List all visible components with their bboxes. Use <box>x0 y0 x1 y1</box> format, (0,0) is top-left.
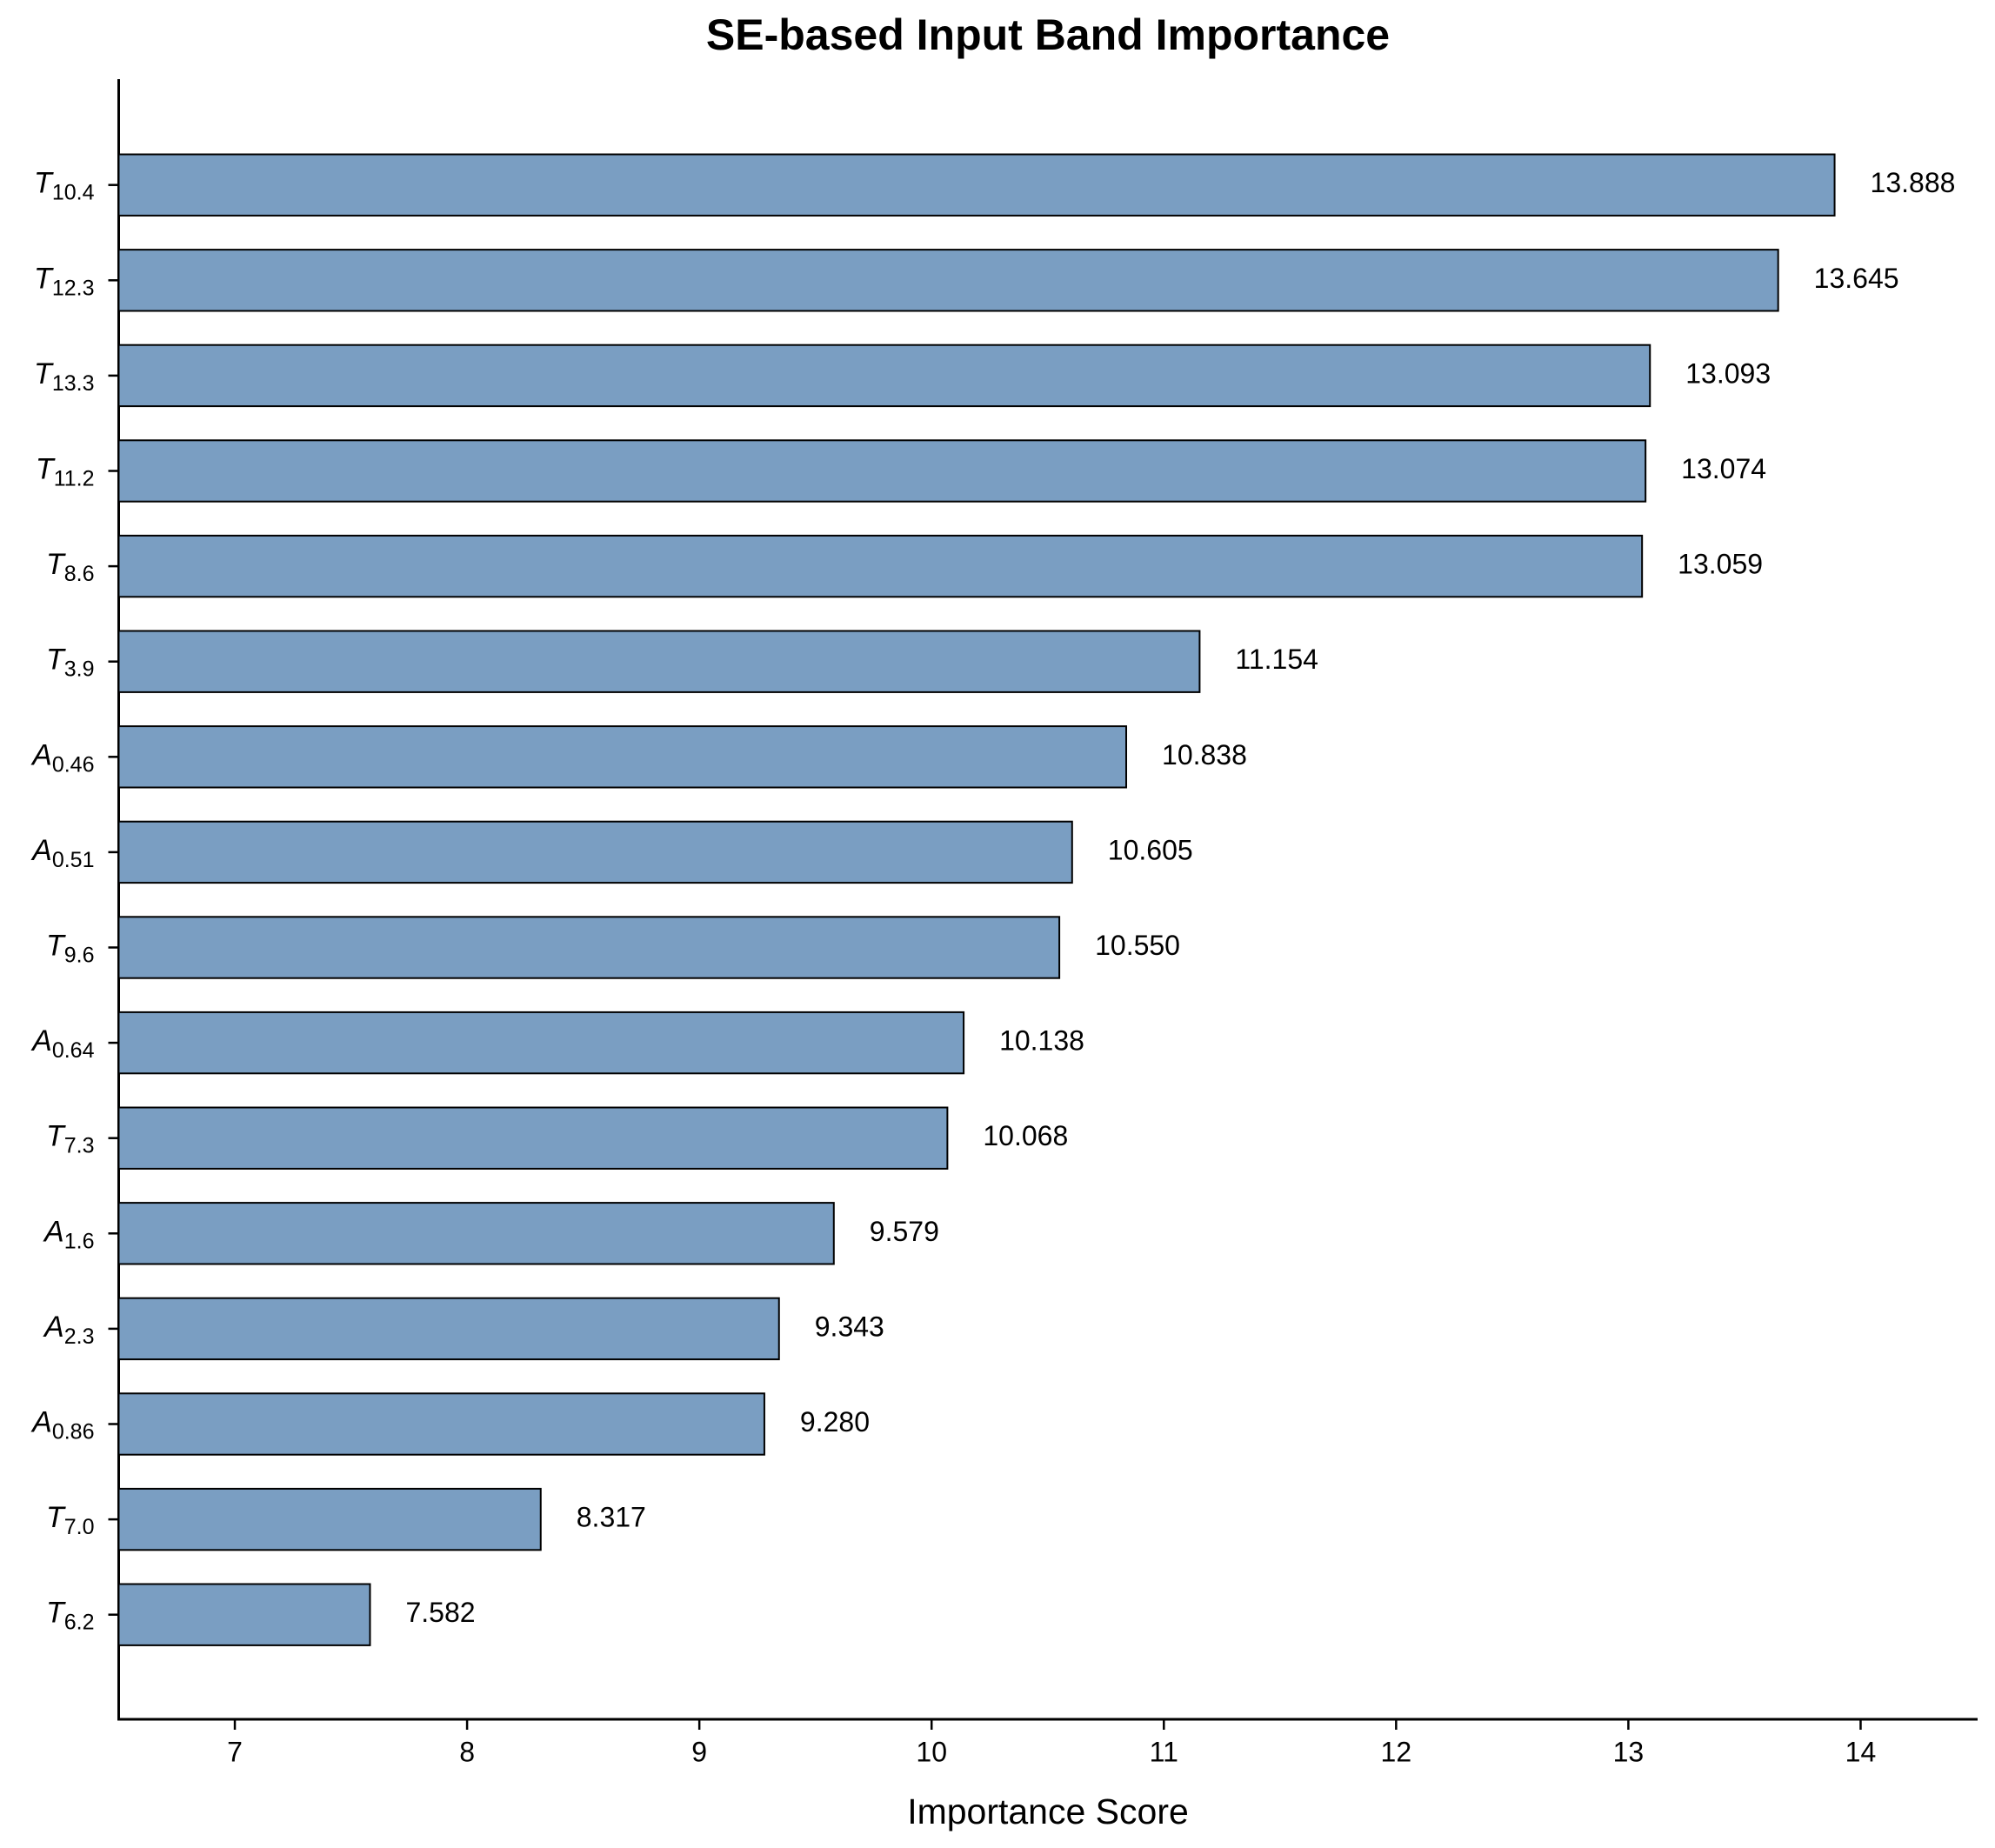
x-axis-label: Importance Score <box>907 1791 1189 1831</box>
y-tick-label: T7.3 <box>46 1120 95 1158</box>
bar <box>117 725 1128 789</box>
value-label: 9.579 <box>870 1216 939 1247</box>
y-tick-label: T6.2 <box>46 1597 95 1635</box>
bar <box>117 630 1201 693</box>
y-tick-label: A0.86 <box>30 1405 94 1444</box>
value-label: 13.059 <box>1678 549 1763 580</box>
value-label: 13.093 <box>1685 357 1771 389</box>
chart-title: SE-based Input Band Importance <box>706 10 1390 59</box>
bar <box>117 153 1836 217</box>
value-label: 10.605 <box>1108 834 1193 865</box>
bar <box>117 439 1647 503</box>
bar <box>117 1583 371 1646</box>
bar <box>117 249 1779 312</box>
x-tick-label: 11 <box>1150 1736 1178 1767</box>
y-tick-label: A0.51 <box>30 834 94 872</box>
value-label: 9.280 <box>800 1406 870 1438</box>
bar <box>117 1297 780 1361</box>
bar <box>117 534 1644 598</box>
y-tick-label: A1.6 <box>43 1215 94 1253</box>
value-label: 10.838 <box>1162 739 1247 771</box>
value-label: 9.343 <box>815 1311 884 1342</box>
x-tick-label: 14 <box>1845 1736 1877 1767</box>
bar <box>117 1011 965 1075</box>
y-tick-label: A0.64 <box>30 1024 94 1063</box>
value-label: 13.645 <box>1814 263 1899 294</box>
y-tick-label: T10.4 <box>34 167 95 205</box>
x-tick-label: 12 <box>1381 1736 1412 1767</box>
y-tick-label: T3.9 <box>46 644 95 682</box>
y-tick-label: T11.2 <box>36 452 95 490</box>
value-label: 8.317 <box>577 1502 646 1533</box>
bar <box>117 916 1061 979</box>
value-label: 10.550 <box>1095 930 1180 961</box>
bar <box>117 1106 949 1170</box>
x-tick-label: 8 <box>459 1736 475 1767</box>
bar <box>117 1202 835 1265</box>
y-tick-label: T9.6 <box>46 929 95 967</box>
x-tick-label: 10 <box>916 1736 947 1767</box>
y-tick-label: T13.3 <box>34 357 94 396</box>
bar <box>117 820 1073 884</box>
value-label: 13.074 <box>1681 453 1766 484</box>
y-tick-label: T12.3 <box>34 262 94 300</box>
y-tick-label: T8.6 <box>46 548 95 586</box>
value-label: 10.138 <box>999 1025 1084 1057</box>
x-tick-label: 13 <box>1613 1736 1645 1767</box>
value-label: 11.154 <box>1235 644 1318 675</box>
y-tick-label: T7.0 <box>46 1501 95 1539</box>
value-label: 7.582 <box>405 1597 475 1628</box>
y-tick-label: A0.46 <box>30 738 94 777</box>
bar <box>117 1392 765 1456</box>
x-tick-label: 7 <box>227 1736 243 1767</box>
bar <box>117 1487 542 1551</box>
value-label: 13.888 <box>1871 167 1956 198</box>
x-tick-label: 9 <box>691 1736 707 1767</box>
y-tick-label: A2.3 <box>43 1311 94 1349</box>
value-label: 10.068 <box>983 1120 1068 1151</box>
bar <box>117 344 1651 408</box>
